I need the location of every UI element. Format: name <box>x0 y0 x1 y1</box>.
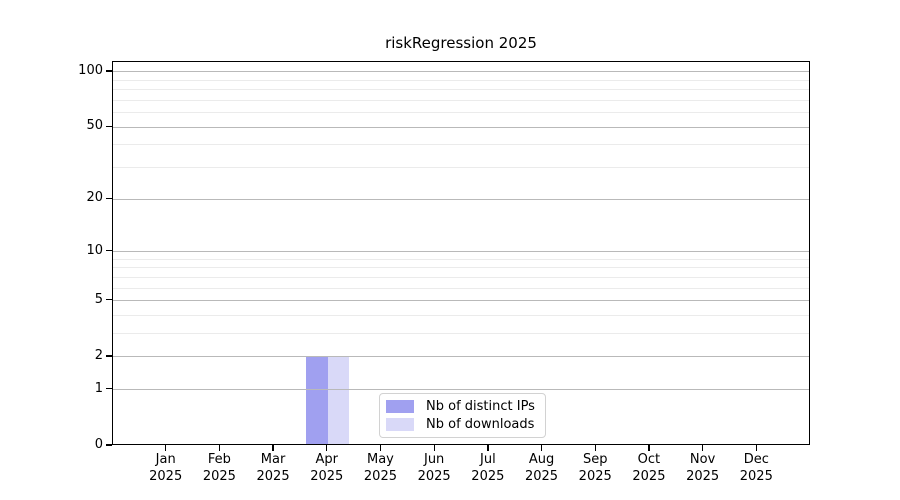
gridline-minor-7 <box>113 276 809 278</box>
y-tick-mark-20 <box>105 197 112 199</box>
gridline-minor-9 <box>113 258 809 260</box>
legend-label-downloads: Nb of downloads <box>426 417 535 432</box>
y-tick-label-5: 5 <box>94 291 103 307</box>
x-tick-month: Dec <box>743 452 769 467</box>
x-tick-year: 2025 <box>363 468 397 484</box>
x-tick-label-apr: Apr 2025 <box>295 452 359 485</box>
y-tick-mark-0 <box>105 444 112 446</box>
x-tick-mark-feb <box>218 445 221 451</box>
x-tick-label-sep: Sep 2025 <box>563 452 627 485</box>
x-tick-mark-jan <box>165 445 167 451</box>
legend-label-distinct-ips: Nb of distinct IPs <box>426 399 535 414</box>
x-tick-mark-apr <box>326 445 328 451</box>
gridline-minor-6 <box>113 287 809 289</box>
plot-inner <box>113 62 809 444</box>
y-tick-mark-1 <box>105 388 112 390</box>
x-tick-month: Apr <box>315 452 339 467</box>
y-tick-mark-50 <box>105 125 112 127</box>
legend-swatch-distinct-ips <box>386 400 414 413</box>
bar-apr-distinct-ips <box>306 356 328 444</box>
legend-swatch-downloads <box>386 418 414 431</box>
x-tick-label-may: May 2025 <box>348 452 412 485</box>
x-tick-year: 2025 <box>524 468 559 484</box>
x-tick-mark-jul <box>487 445 489 451</box>
x-tick-month: Jul <box>480 452 496 467</box>
gridline-minor-8 <box>113 267 809 269</box>
y-tick-mark-100 <box>105 70 112 72</box>
x-tick-mark-oct <box>648 445 650 451</box>
gridline-major-5 <box>113 300 809 302</box>
legend-item-downloads: Nb of downloads <box>386 417 539 432</box>
y-tick-label-0: 0 <box>94 437 103 452</box>
x-tick-month: Jan <box>155 452 176 467</box>
gridline-minor-40 <box>113 144 809 146</box>
legend-item-distinct-ips: Nb of distinct IPs <box>386 399 539 414</box>
x-tick-label-aug: Aug 2025 <box>510 452 574 485</box>
gridline-major-10 <box>113 251 809 253</box>
x-tick-label-jun: Jun 2025 <box>402 452 466 485</box>
x-tick-mark-aug <box>540 445 543 451</box>
x-tick-year: 2025 <box>202 468 236 484</box>
legend: Nb of distinct IPs Nb of downloads <box>379 393 546 438</box>
y-tick-label-100: 100 <box>78 62 103 78</box>
gridline-minor-60 <box>113 112 809 114</box>
x-tick-year: 2025 <box>310 468 344 484</box>
y-tick-label-2: 2 <box>94 347 103 363</box>
x-tick-month: Mar <box>260 452 286 467</box>
gridline-major-20 <box>113 198 809 200</box>
gridline-minor-70 <box>113 99 809 101</box>
x-tick-month: Aug <box>528 452 555 467</box>
x-tick-mark-may <box>379 445 382 451</box>
y-tick-mark-10 <box>105 249 112 252</box>
x-tick-month: Jun <box>423 452 445 467</box>
y-tick-label-50: 50 <box>86 118 103 134</box>
gridline-minor-3 <box>113 333 809 335</box>
y-tick-label-1: 1 <box>94 380 103 396</box>
y-tick-mark-2 <box>105 355 112 357</box>
y-tick-label-20: 20 <box>86 190 103 206</box>
x-tick-mark-dec <box>755 445 757 451</box>
x-tick-year: 2025 <box>686 468 720 484</box>
x-tick-label-mar: Mar 2025 <box>241 452 305 485</box>
x-tick-month: Oct <box>637 452 661 467</box>
gridline-minor-4 <box>113 315 809 316</box>
x-tick-mark-nov <box>702 445 704 451</box>
x-tick-month: Nov <box>689 452 716 467</box>
x-tick-label-feb: Feb 2025 <box>187 452 251 485</box>
x-tick-year: 2025 <box>417 468 451 484</box>
x-tick-year: 2025 <box>471 468 505 484</box>
x-tick-year: 2025 <box>256 468 290 484</box>
gridline-minor-90 <box>113 79 809 81</box>
gridline-minor-30 <box>113 167 809 169</box>
x-tick-year: 2025 <box>632 468 666 484</box>
x-tick-label-jul: Jul 2025 <box>456 452 520 485</box>
x-tick-month: May <box>367 452 394 467</box>
x-tick-month: Sep <box>582 452 608 467</box>
x-tick-label-nov: Nov 2025 <box>671 452 735 485</box>
x-tick-mark-mar <box>272 445 274 451</box>
x-tick-year: 2025 <box>739 468 773 484</box>
x-tick-year: 2025 <box>578 468 612 484</box>
x-tick-mark-jun <box>433 445 435 451</box>
x-tick-label-dec: Dec 2025 <box>724 452 788 485</box>
chart-title: riskRegression 2025 <box>385 34 537 52</box>
gridline-minor-80 <box>113 89 809 91</box>
plot-area: Nb of distinct IPs Nb of downloads <box>112 61 810 445</box>
gridline-major-100 <box>113 71 809 73</box>
x-tick-year: 2025 <box>149 468 183 484</box>
gridline-major-50 <box>113 126 809 128</box>
y-tick-mark-5 <box>105 299 112 301</box>
gridline-major-1 <box>113 389 809 391</box>
x-tick-label-jan: Jan 2025 <box>134 452 198 485</box>
x-tick-label-oct: Oct 2025 <box>617 452 681 485</box>
bar-apr-downloads <box>327 356 350 444</box>
x-tick-month: Feb <box>207 452 231 467</box>
y-tick-label-10: 10 <box>86 242 103 258</box>
x-tick-mark-sep <box>594 445 596 451</box>
gridline-major-2 <box>113 356 809 358</box>
